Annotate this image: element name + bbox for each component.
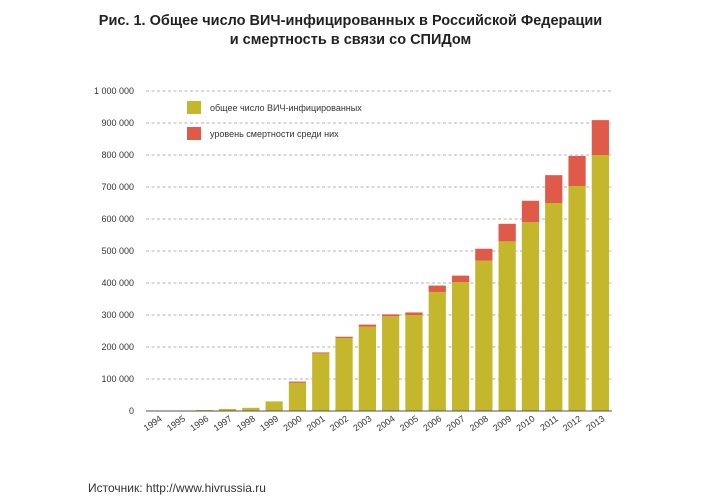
bar-infected xyxy=(218,408,237,411)
bar-chart: 0 100 000 200 000 300 000 400 000 500 000 600 … xyxy=(94,86,612,433)
bar-infected xyxy=(475,260,493,411)
bar-deaths xyxy=(451,275,470,283)
legend-swatch xyxy=(187,127,201,140)
y-tick-label: 900 000 xyxy=(101,118,134,128)
y-tick-label: 700 000 xyxy=(101,182,134,192)
y-tick-label: 800 000 xyxy=(101,150,134,160)
bar-infected xyxy=(312,353,330,411)
x-tick-label: 2008 xyxy=(468,413,490,433)
bars xyxy=(149,120,609,412)
x-tick-label: 2007 xyxy=(445,413,467,433)
y-tick-label: 1 000 000 xyxy=(94,86,134,96)
bar-deaths xyxy=(358,324,376,327)
bar-deaths xyxy=(335,336,353,339)
x-tick-label: 2001 xyxy=(305,413,327,433)
chart-title-line-1: Рис. 1. Общее число ВИЧ-инфицированных в… xyxy=(98,13,603,29)
bar-deaths xyxy=(591,120,609,155)
legend-swatch xyxy=(187,101,201,114)
y-tick-label: 100 000 xyxy=(101,374,134,384)
bar-deaths xyxy=(568,155,586,187)
x-tick-label: 1995 xyxy=(165,413,187,433)
chart-title: Рис. 1. Общее число ВИЧ-инфицированных в… xyxy=(0,12,701,50)
bar-infected xyxy=(545,203,563,411)
bar-infected xyxy=(591,155,609,411)
x-tick-label: 2013 xyxy=(584,413,606,433)
bar-infected xyxy=(265,401,283,411)
bar-infected xyxy=(498,241,516,411)
y-tick-label: 500 000 xyxy=(101,246,134,256)
y-tick-label: 600 000 xyxy=(101,214,134,224)
y-tick-label: 200 000 xyxy=(101,342,134,352)
legend-label: общее число ВИЧ-инфицированных xyxy=(210,103,362,113)
grid-lines xyxy=(146,90,612,380)
bar-deaths xyxy=(498,223,516,242)
legend: общее число ВИЧ-инфицированных уровень см… xyxy=(187,101,362,140)
x-axis-labels: 1994 1995 1996 1997 1998 1999 2000 2001 2002 2003… xyxy=(142,413,607,433)
x-tick-label: 2012 xyxy=(561,413,583,433)
bar-deaths xyxy=(312,352,330,354)
bar-infected xyxy=(568,186,586,411)
x-tick-label: 2010 xyxy=(514,413,536,433)
x-tick-label: 1999 xyxy=(258,413,280,433)
bar-infected xyxy=(451,282,470,411)
bar-deaths xyxy=(382,314,400,317)
x-tick-label: 1994 xyxy=(142,413,164,433)
x-tick-label: 2004 xyxy=(375,413,397,433)
bar-infected xyxy=(358,326,376,411)
x-tick-label: 1997 xyxy=(212,413,234,433)
bar-deaths xyxy=(288,381,307,383)
bar-infected xyxy=(521,222,540,411)
bar-deaths xyxy=(521,200,540,223)
y-axis-labels: 0 100 000 200 000 300 000 400 000 500 000 600 … xyxy=(94,86,134,416)
x-tick-label: 2002 xyxy=(328,413,350,433)
x-tick-label: 1996 xyxy=(188,413,210,433)
x-tick-label: 2005 xyxy=(398,413,420,433)
legend-label: уровень смертности среди них xyxy=(210,129,339,139)
source-note: Источник: http://www.hivrussia.ru xyxy=(88,481,266,495)
bar-deaths xyxy=(545,175,563,203)
x-tick-label: 2003 xyxy=(351,413,373,433)
bar-infected xyxy=(242,407,260,411)
y-tick-label: 0 xyxy=(129,406,134,416)
bar-infected xyxy=(288,382,307,411)
bar-infected xyxy=(382,316,400,411)
x-tick-label: 2009 xyxy=(491,413,513,433)
bar-deaths xyxy=(475,248,493,261)
chart-title-line-2: и смертность в связи со СПИДом xyxy=(229,32,472,48)
bar-infected xyxy=(428,291,446,411)
x-tick-label: 2006 xyxy=(421,413,443,433)
x-tick-label: 2011 xyxy=(538,413,560,432)
y-tick-label: 400 000 xyxy=(101,278,134,288)
y-tick-label: 300 000 xyxy=(101,310,134,320)
bar-deaths xyxy=(405,312,423,315)
x-tick-label: 2000 xyxy=(281,413,303,433)
bar-infected xyxy=(405,315,423,411)
x-tick-label: 1998 xyxy=(235,413,257,433)
bar-infected xyxy=(335,338,353,411)
bar-deaths xyxy=(428,285,446,292)
